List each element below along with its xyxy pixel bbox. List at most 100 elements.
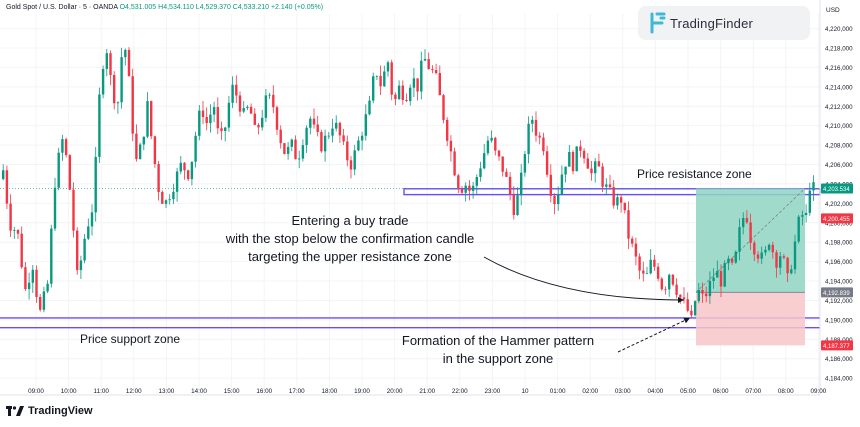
candle-body: [309, 118, 312, 128]
candle-body: [730, 258, 734, 263]
candle-body: [76, 230, 79, 271]
candle-body: [631, 238, 634, 244]
candle-body: [109, 53, 112, 76]
candle-body: [113, 75, 116, 104]
price-tick-label: 4,196,000: [825, 259, 853, 266]
candle-body: [79, 260, 83, 271]
candle-body: [68, 155, 71, 190]
candle-body: [9, 203, 12, 231]
candle-body: [253, 113, 256, 125]
candle-body: [13, 229, 16, 231]
price-badge-label: 4,203.534: [823, 187, 850, 193]
candle-body: [745, 217, 749, 223]
candle-body: [623, 202, 626, 211]
candle-body: [275, 107, 279, 130]
candle-body: [301, 145, 305, 159]
candle-body: [579, 146, 582, 151]
price-tick-label: 4,184,000: [825, 376, 853, 383]
time-tick-label: 02:00: [582, 388, 598, 395]
candle-body: [205, 117, 208, 124]
time-tick-label: 05:00: [680, 388, 696, 395]
price-tick-label: 4,220,000: [825, 26, 853, 33]
candle-body: [397, 85, 401, 100]
candle-body: [538, 135, 541, 138]
price-badge: [821, 340, 853, 351]
price-tick-label: 4,188,000: [825, 337, 853, 344]
candle-body: [571, 151, 575, 172]
candle-body: [557, 194, 560, 205]
candle-body: [50, 228, 53, 284]
candle-body: [27, 282, 31, 290]
candle-body: [464, 185, 467, 193]
tradingview-label: TradingView: [28, 405, 93, 417]
price-badge: [821, 183, 853, 194]
candle-body: [24, 267, 27, 290]
candle-body: [31, 269, 34, 283]
candle-body: [701, 289, 704, 294]
candle-body: [793, 241, 797, 270]
chart-grid: [0, 14, 820, 395]
price-tick-label: 4,198,000: [825, 240, 853, 247]
time-tick-label: 23:00: [485, 388, 501, 395]
candle-body: [575, 146, 578, 172]
candle-body: [471, 185, 475, 191]
candle-body: [693, 301, 697, 316]
price-tick-label: 4,216,000: [825, 65, 853, 72]
candle-body: [723, 263, 726, 287]
candle-body: [272, 94, 275, 108]
candle-body: [468, 185, 471, 191]
candle-body: [786, 257, 789, 274]
candle-body: [61, 139, 64, 153]
candle-body: [501, 156, 504, 172]
candle-body: [812, 182, 815, 191]
candle-body: [164, 200, 168, 204]
candle-body: [653, 259, 656, 267]
time-tick-label: 19:00: [354, 388, 370, 395]
candle-body: [242, 108, 245, 112]
candle-body: [649, 259, 652, 274]
tradingview-logo[interactable]: TradingView: [6, 405, 93, 417]
candle-body: [797, 216, 800, 242]
candle-body: [172, 191, 175, 200]
candle-body: [331, 128, 334, 136]
candle-body: [323, 135, 327, 152]
stop-loss-zone: [696, 292, 805, 346]
candle-body: [494, 137, 497, 151]
candle-body: [597, 161, 601, 167]
high-value: H4,534.110: [158, 4, 194, 11]
price-tick-label: 4,206,000: [825, 162, 853, 169]
candle-body: [449, 140, 453, 152]
position-layer: [695, 188, 806, 346]
candle-body: [749, 222, 752, 243]
price-tick-label: 4,192,000: [825, 298, 853, 305]
price-badge: [821, 287, 853, 298]
candle-body: [198, 110, 201, 136]
candle-body: [560, 174, 564, 195]
candle-body: [460, 189, 464, 193]
brand-name: TradingFinder: [670, 16, 754, 31]
time-tick-label: 11:00: [94, 388, 110, 395]
candle-body: [238, 95, 242, 112]
candle-body: [316, 124, 319, 133]
candle-body: [804, 212, 808, 216]
candle-body: [168, 199, 171, 201]
candle-body: [764, 249, 767, 253]
candle-body: [135, 133, 138, 160]
time-tick-label: 03:00: [615, 388, 631, 395]
candle-body: [716, 271, 719, 278]
candle-body: [257, 124, 260, 128]
candle-body: [453, 151, 456, 176]
candle-body: [675, 284, 678, 295]
candle-body: [124, 49, 127, 58]
candle-body: [216, 107, 219, 129]
candle-body: [368, 100, 371, 115]
time-tick-label: 08:00: [778, 388, 794, 395]
time-tick-label: 13:00: [159, 388, 175, 395]
candle-body: [279, 129, 282, 144]
time-tick-label: 09:00: [811, 388, 827, 395]
candle-body: [120, 57, 123, 103]
candle-body: [401, 85, 404, 100]
candle-body: [290, 139, 293, 147]
price-tick-label: 4,186,000: [825, 356, 853, 363]
